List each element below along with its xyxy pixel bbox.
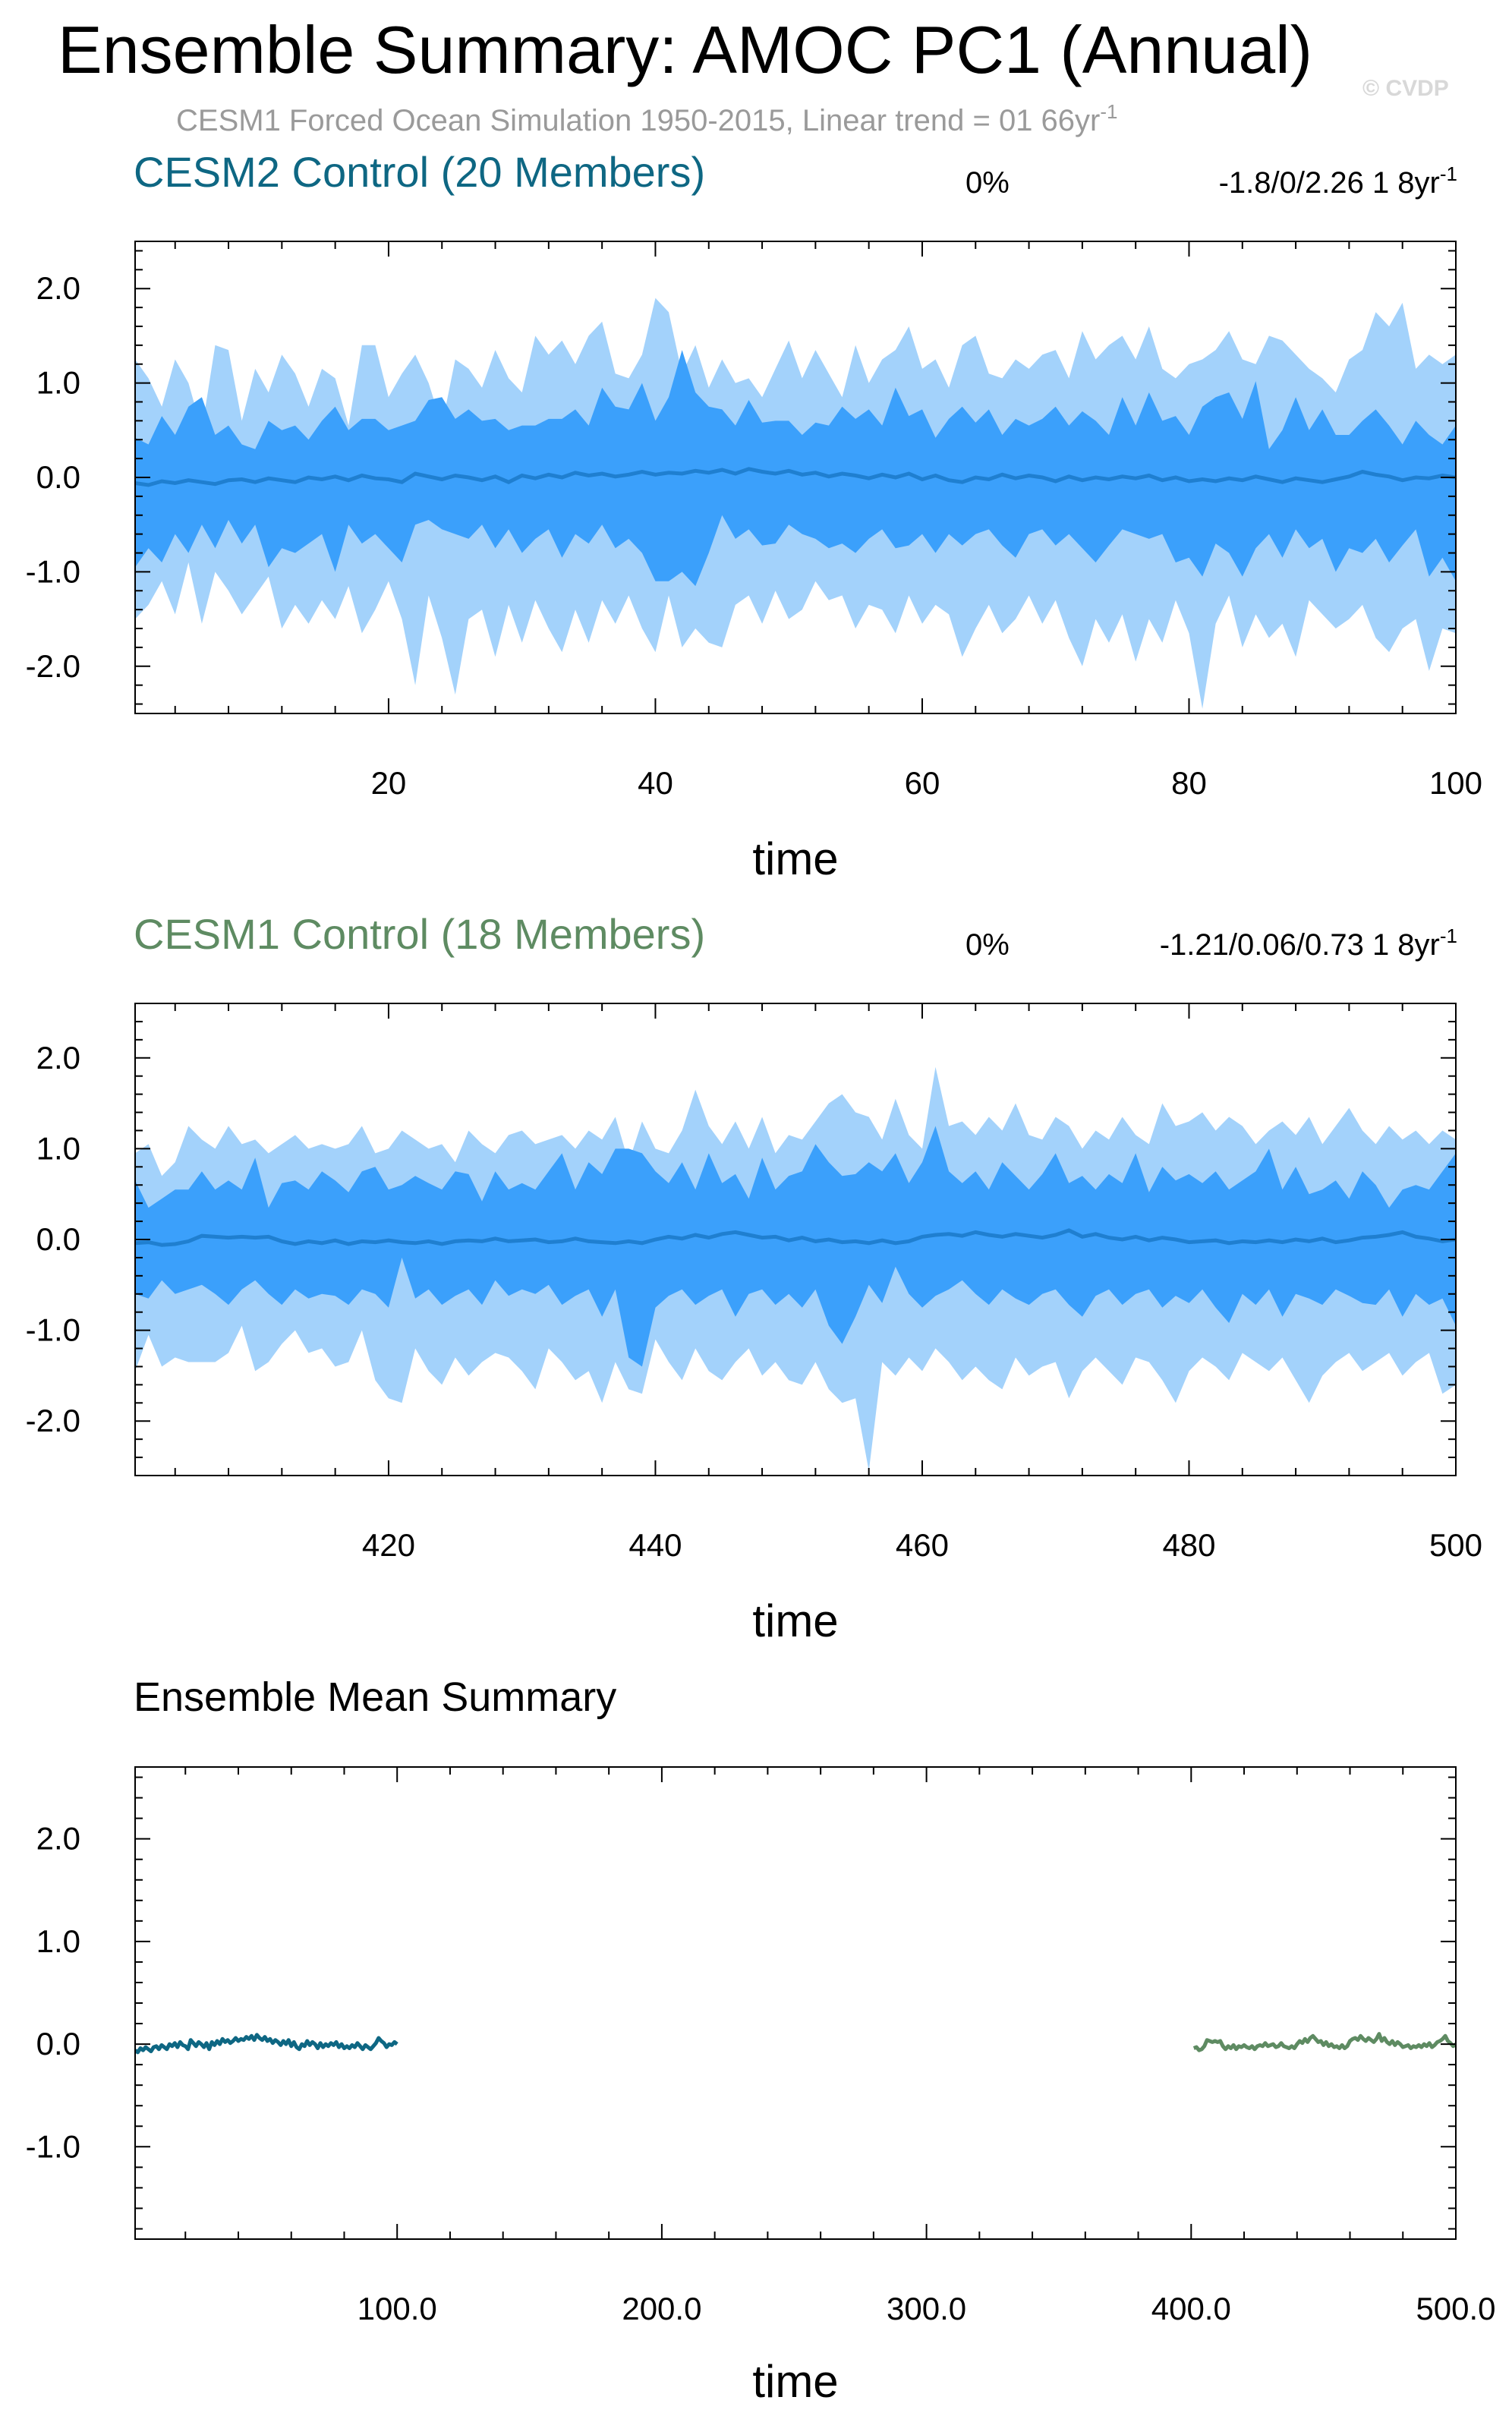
plot-area: 2.0 1.0 0.0 -1.0 -2.0 20 40 60 80 100 [26,241,1482,801]
panel-percent-label: 0% [965,166,1010,200]
y-tick-label: 1.0 [36,365,80,401]
series-line-1 [1192,2032,1456,2052]
panel-cesm2-control: CESM2 Control (20 Members) 0% -1.8/0/2.2… [26,148,1482,884]
y-tick-label: 0.0 [36,2026,80,2062]
stats-sup: -1 [1440,162,1457,185]
stats-text: -1.8/0/2.26 1 8yr [1219,166,1440,200]
panel-percent-label: 0% [965,928,1010,962]
y-tick-label: 2.0 [36,270,80,306]
y-tick-label: 2.0 [36,1040,80,1076]
figure-subtitle: CESM1 Forced Ocean Simulation 1950-2015,… [176,100,1118,137]
plot-data [135,298,1456,709]
x-tick-label: 500.0 [1416,2291,1495,2326]
y-tick-label: -2.0 [26,1403,80,1438]
stats-text: -1.21/0.06/0.73 1 8yr [1160,928,1440,962]
x-axis-label: time [752,1595,838,1646]
y-tick-label: -2.0 [26,648,80,684]
x-axis-label: time [752,2356,838,2407]
x-tick-label: 400.0 [1151,2291,1231,2326]
panel-cesm1-control: CESM1 Control (18 Members) 0% -1.21/0.06… [26,910,1482,1646]
x-tick-label: 480 [1162,1527,1215,1563]
y-tick-label: 0.0 [36,1221,80,1257]
x-tick-label: 420 [362,1527,415,1563]
x-tick-label: 500 [1429,1527,1482,1563]
x-tick-label: 60 [905,765,940,801]
figure-title: Ensemble Summary: AMOC PC1 (Annual) [58,12,1312,87]
y-tick-label: 0.0 [36,459,80,495]
stats-sup: -1 [1440,924,1457,947]
series-line-0 [135,2033,398,2055]
subtitle-sup: -1 [1100,100,1117,123]
x-axis-label: time [752,833,838,884]
x-tick-label: 100 [1429,765,1482,801]
y-tick-label: 2.0 [36,1821,80,1857]
ensemble-mean-line [135,467,1456,487]
x-tick-label: 200.0 [622,2291,701,2326]
x-tick-label: 80 [1171,765,1207,801]
ensemble-mean-line [135,1228,1456,1247]
x-tick-label: 460 [896,1527,949,1563]
y-tick-label: 1.0 [36,1130,80,1166]
plot-data [135,2032,1456,2055]
inner-spread-band [135,350,1456,587]
panel-ensemble-mean-summary: Ensemble Mean Summary 2.0 1.0 0.0 -1.0 100.0… [26,1674,1496,2407]
subtitle-text: CESM1 Forced Ocean Simulation 1950-2015,… [176,104,1100,137]
watermark: © CVDP [1362,76,1449,101]
panel-stats-label: -1.21/0.06/0.73 1 8yr-1 [1160,924,1457,962]
plot-area: 2.0 1.0 0.0 -1.0 100.0 200.0 300.0 400.0 500.0 [26,1766,1496,2326]
panel-title: CESM1 Control (18 Members) [134,910,705,958]
panel-stats-label: -1.8/0/2.26 1 8yr-1 [1219,162,1457,200]
x-tick-label: 440 [628,1527,682,1563]
y-tick-label: -1.0 [26,2128,80,2164]
inner-spread-band [135,1126,1456,1367]
y-tick-label: -1.0 [26,1312,80,1348]
x-tick-label: 20 [371,765,407,801]
y-tick-label: -1.0 [26,553,80,589]
panel-title: Ensemble Mean Summary [134,1674,616,1720]
panel-title: CESM2 Control (20 Members) [134,148,705,196]
x-tick-label: 40 [638,765,673,801]
x-tick-label: 300.0 [887,2291,966,2326]
y-tick-label: 1.0 [36,1923,80,1959]
x-tick-label: 100.0 [358,2291,437,2326]
plot-area: 2.0 1.0 0.0 -1.0 -2.0 420 440 460 480 500 [26,1003,1482,1563]
plot-data [135,1066,1456,1471]
